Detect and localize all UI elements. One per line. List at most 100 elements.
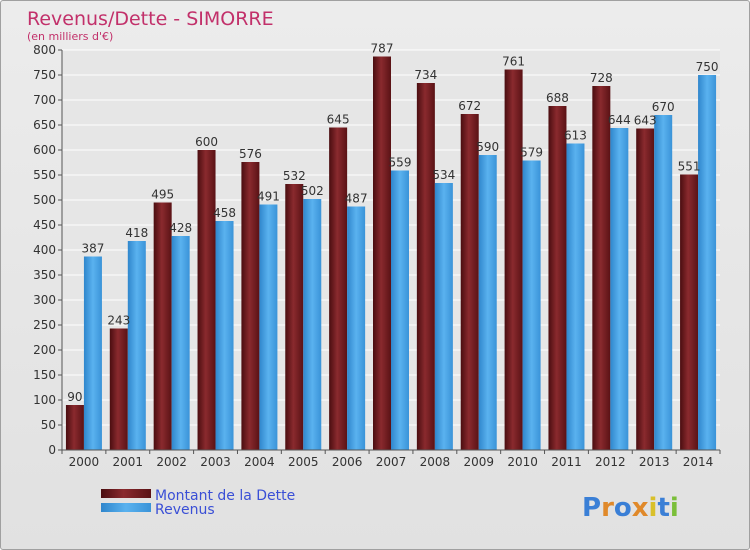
y-tick-label: 750 <box>33 68 56 82</box>
data-label-revenus: 644 <box>608 113 631 127</box>
data-label-debt: 643 <box>634 114 657 128</box>
bar-revenus <box>478 155 497 450</box>
bar-debt <box>592 86 611 450</box>
y-tick-label: 300 <box>33 293 56 307</box>
y-tick-label: 400 <box>33 243 56 257</box>
data-label-revenus: 579 <box>520 146 543 160</box>
data-label-revenus: 491 <box>257 190 280 204</box>
x-tick-label: 2005 <box>288 455 319 469</box>
x-tick-label: 2002 <box>156 455 187 469</box>
data-label-debt: 787 <box>371 42 394 56</box>
bar-debt <box>548 106 567 450</box>
bar-revenus <box>522 160 541 450</box>
x-tick-label: 2014 <box>683 455 714 469</box>
bar-debt <box>285 184 304 450</box>
x-tick-label: 2001 <box>113 455 144 469</box>
y-tick-label: 200 <box>33 343 56 357</box>
logo-letter: i <box>670 493 679 523</box>
bar-debt <box>109 328 128 450</box>
bar-revenus <box>347 206 366 450</box>
data-label-revenus: 590 <box>476 140 499 154</box>
bar-debt <box>329 127 348 450</box>
x-tick-label: 2000 <box>69 455 100 469</box>
bar-revenus <box>171 236 190 450</box>
data-label-revenus: 613 <box>564 129 587 143</box>
bar-revenus <box>259 204 278 450</box>
bar-revenus <box>654 115 673 450</box>
y-tick-label: 100 <box>33 393 56 407</box>
x-tick-label: 2013 <box>639 455 670 469</box>
proxiti-logo-text: Proxiti <box>582 493 679 523</box>
legend-label-debt: Montant de la Dette <box>155 488 295 504</box>
data-label-debt: 551 <box>678 160 701 174</box>
logo-letter: r <box>601 493 614 523</box>
data-label-debt: 761 <box>502 55 525 69</box>
y-tick-label: 50 <box>41 418 56 432</box>
bars-layer <box>65 56 717 450</box>
x-tick-label: 2007 <box>376 455 407 469</box>
data-label-debt: 734 <box>414 68 437 82</box>
y-tick-label: 150 <box>33 368 56 382</box>
bar-debt <box>680 174 699 450</box>
data-label-debt: 243 <box>107 314 130 328</box>
y-tick-label: 600 <box>33 143 56 157</box>
bar-debt <box>373 56 391 450</box>
data-label-revenus: 428 <box>169 221 192 235</box>
data-label-revenus: 387 <box>81 242 104 256</box>
y-tick-label: 350 <box>33 268 56 282</box>
data-label-debt: 576 <box>239 147 262 161</box>
chart-subtitle: (en milliers d'€) <box>27 30 113 43</box>
data-label-revenus: 502 <box>301 184 324 198</box>
logo-letter: t <box>657 493 669 523</box>
data-label-debt: 495 <box>151 188 174 202</box>
bar-debt <box>460 114 479 450</box>
data-label-debt: 645 <box>327 113 350 127</box>
logo-letter: o <box>614 493 632 523</box>
x-tick-label: 2003 <box>200 455 231 469</box>
data-label-revenus: 670 <box>652 100 675 114</box>
y-tick-label: 550 <box>33 168 56 182</box>
x-tick-label: 2012 <box>595 455 626 469</box>
bar-revenus <box>391 170 409 450</box>
logo-letter: P <box>582 493 601 523</box>
x-tick-label: 2009 <box>463 455 494 469</box>
bar-revenus <box>698 75 717 450</box>
y-tick-label: 500 <box>33 193 56 207</box>
x-tick-label: 2010 <box>507 455 538 469</box>
bar-revenus <box>610 128 629 450</box>
data-label-debt: 532 <box>283 169 306 183</box>
logo-letter: x <box>632 493 649 523</box>
bar-debt <box>241 162 260 450</box>
data-label-debt: 600 <box>195 135 218 149</box>
x-tick-label: 2006 <box>332 455 363 469</box>
x-tick-label: 2011 <box>551 455 582 469</box>
y-tick-label: 250 <box>33 318 56 332</box>
bar-debt <box>504 69 523 450</box>
proxiti-logo: Proxiti <box>582 493 679 523</box>
bar-revenus <box>83 256 102 450</box>
legend-label-revenus: Revenus <box>155 502 215 518</box>
bar-revenus <box>566 143 585 450</box>
bar-revenus <box>434 183 453 450</box>
legend-swatch-debt <box>101 489 151 498</box>
bar-debt <box>153 202 172 450</box>
bar-revenus <box>303 199 322 450</box>
legend-swatch-revenus <box>101 503 151 512</box>
data-label-debt: 672 <box>458 99 481 113</box>
bar-revenus <box>215 221 234 450</box>
chart-title: Revenus/Dette - SIMORRE <box>27 8 274 30</box>
data-label-revenus: 418 <box>125 226 148 240</box>
bar-debt <box>636 128 655 450</box>
y-tick-label: 450 <box>33 218 56 232</box>
data-label-debt: 90 <box>67 390 82 404</box>
x-tick-label: 2008 <box>420 455 451 469</box>
data-label-revenus: 458 <box>213 206 236 220</box>
logo-letter: i <box>649 493 658 523</box>
data-label-revenus: 534 <box>432 168 455 182</box>
axis-layer: 0 50 100 150 200 250 300 350 400 450 500 550 600 650 7… <box>33 43 721 469</box>
data-label-debt: 728 <box>590 71 613 85</box>
y-tick-label: 0 <box>48 443 56 457</box>
bar-debt <box>197 150 216 450</box>
